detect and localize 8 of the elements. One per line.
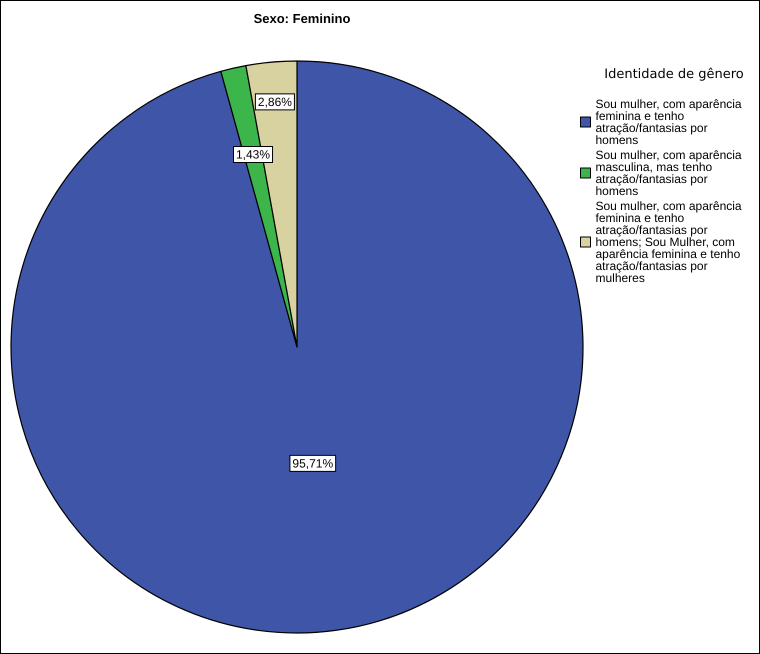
data-label: 1,43% — [236, 147, 270, 162]
chart-title: Sexo: Feminino — [254, 11, 350, 26]
legend-title: Identidade de gênero — [604, 67, 744, 82]
data-label: 95,71% — [292, 456, 334, 470]
legend-label: Sou mulher, com aparência feminina e tenho atração/fantasias por homens — [596, 97, 742, 147]
legend-label: Sou mulher, com aparência masculina, mas tenho atração/fantasias por homens — [596, 148, 742, 198]
data-label: 2,86% — [258, 94, 292, 109]
legend-label: Sou mulher, com aparência feminina e tenho atração/fantasias por homens; Sou Mulher, com aparência feminina e tenho atração/fantasias por mulheres — [596, 199, 742, 285]
